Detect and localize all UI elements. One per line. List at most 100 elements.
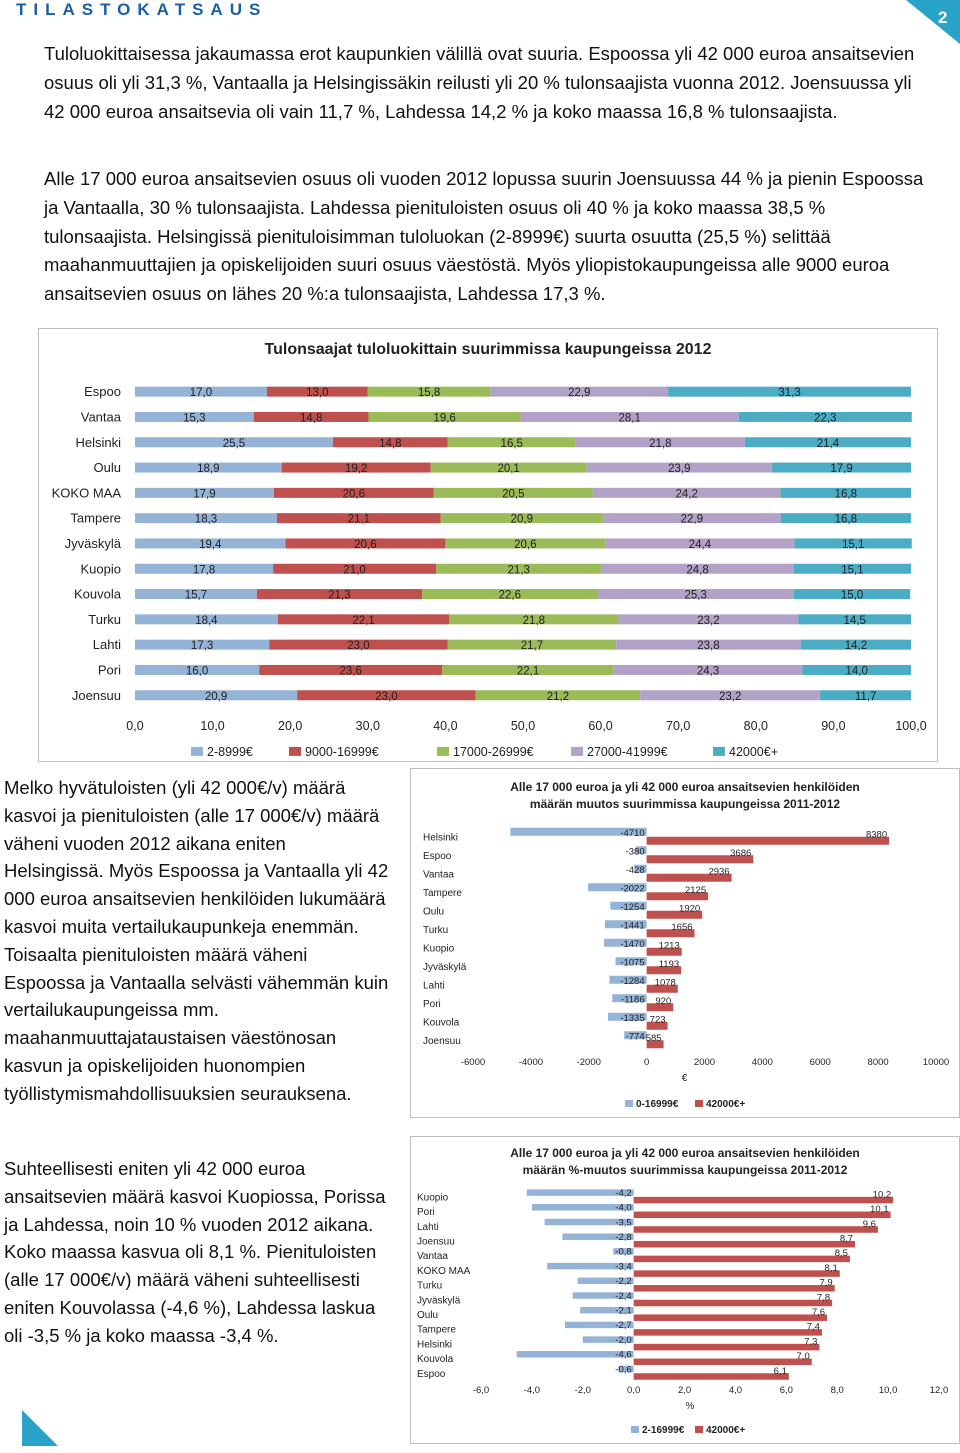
chart-data-label-negative: -1335	[620, 1013, 644, 1024]
chart1-bar-segment	[613, 664, 803, 675]
chart-data-label-negative: -380	[626, 846, 645, 857]
chart1-category-label: Vantaa	[81, 409, 122, 424]
chart1-data-label: 15,8	[418, 387, 440, 399]
chart-category-label: Turku	[417, 1281, 442, 1292]
chart1-bar-segment	[368, 411, 521, 422]
chart-bar-negative	[516, 1351, 634, 1358]
chart1-bar-segment	[135, 437, 333, 448]
page-number: 2	[938, 8, 948, 27]
chart1-bar-segment	[367, 386, 491, 397]
chart1-bar-segment	[135, 487, 274, 498]
chart-bar-negative	[613, 1248, 634, 1255]
chart-bar-negative	[604, 920, 647, 929]
chart1-bar-segment	[668, 386, 911, 397]
chart1-bar-segment	[135, 639, 270, 650]
chart1-data-label: 14,2	[845, 640, 867, 652]
chart1-bar-segment	[281, 462, 431, 473]
chart1-data-label: 24,2	[676, 488, 698, 500]
chart-x-axis-label: €	[682, 1073, 688, 1084]
chart1-data-label: 25,3	[684, 590, 706, 602]
chart1-data-label: 24,8	[686, 564, 708, 576]
chart1-category-label: Oulu	[94, 460, 121, 475]
chart-data-label-positive: 10,1	[870, 1204, 889, 1215]
chart-x-tick: 8000	[868, 1057, 889, 1068]
chart1-bar-segment	[433, 487, 593, 498]
chart1-data-label: 21,8	[649, 438, 671, 450]
chart1-data-label: 31,3	[778, 387, 800, 399]
corner-decoration	[22, 1410, 58, 1446]
chart1-data-label: 18,4	[195, 615, 218, 627]
chart1-data-label: 18,9	[197, 463, 219, 475]
chart-x-axis-label: %	[686, 1401, 695, 1412]
chart-bar-positive	[633, 1196, 894, 1204]
chart-x-tick: 10,0	[879, 1385, 898, 1396]
chart-data-label-negative: -0,6	[615, 1364, 631, 1375]
chart1-category-label: Jyväskylä	[65, 536, 122, 551]
chart-category-label: Lahti	[417, 1222, 439, 1233]
chart-data-label-negative: -2,4	[615, 1291, 631, 1302]
chart1-x-tick: 60,0	[588, 719, 612, 733]
chart-data-label-negative: -4,2	[615, 1188, 631, 1199]
chart1-x-tick: 30,0	[356, 719, 380, 733]
chart-data-label-positive: 7,4	[807, 1322, 820, 1333]
chart1-bar-segment	[601, 563, 794, 574]
chart-legend-swatch	[695, 1426, 703, 1433]
chart-category-label: Tampere	[417, 1325, 456, 1336]
chart1-legend-swatch	[191, 746, 203, 756]
chart-data-label-positive: 6,1	[774, 1366, 787, 1377]
chart1-data-label: 22,6	[499, 590, 521, 602]
chart1-bar-segment	[744, 437, 911, 448]
chart1-data-label: 23,8	[697, 640, 719, 652]
chart-category-label: KOKO MAA	[417, 1266, 471, 1277]
chart-x-tick: -2,0	[575, 1385, 591, 1396]
chart-x-tick: -6,0	[473, 1385, 489, 1396]
chart-legend-swatch	[695, 1100, 703, 1107]
chart-x-tick: 4,0	[729, 1385, 742, 1396]
chart1-data-label: 21,3	[328, 590, 350, 602]
chart-bar-negative	[610, 901, 647, 910]
chart-bar-negative	[607, 1012, 647, 1021]
chart-category-label: Kouvola	[417, 1354, 454, 1365]
chart1-data-label: 13,0	[306, 387, 328, 399]
chart-bar-negative	[526, 1189, 634, 1196]
chart1-title: Tulonsaajat tuloluokittain suurimmissa k…	[265, 341, 712, 358]
side-text-1: Melko hyvätuloisten (yli 42 000€/v) määr…	[4, 777, 389, 1104]
chart1-bar-segment	[135, 386, 267, 397]
chart-category-label: Kouvola	[423, 1017, 460, 1028]
chart1-data-label: 17,0	[190, 387, 212, 399]
chart1-data-label: 16,8	[835, 488, 857, 500]
chart1-bar-segment	[269, 639, 448, 650]
chart-x-tick: 0	[644, 1057, 649, 1068]
chart1-x-tick: 50,0	[511, 719, 535, 733]
chart1-data-label: 15,0	[841, 590, 863, 602]
chart1-bar-segment	[475, 690, 641, 701]
chart1-data-label: 15,3	[183, 412, 205, 424]
chart-bar-positive	[646, 1040, 664, 1049]
chart-data-label-negative: -2,7	[615, 1320, 631, 1331]
chart-data-label-negative: -4710	[620, 828, 644, 839]
chart-data-label-positive: 1656	[671, 922, 692, 933]
chart-bar-negative	[635, 846, 647, 855]
chart1-legend-label: 42000€+	[729, 745, 778, 759]
chart1-legend-swatch	[571, 746, 583, 756]
chart-category-label: Jyväskylä	[417, 1295, 461, 1306]
chart1-bar-segment	[135, 411, 254, 422]
chart-data-label-negative: -0,8	[615, 1247, 631, 1258]
chart1-x-tick: 40,0	[433, 719, 457, 733]
chart1-bar-segment	[273, 487, 434, 498]
chart-data-label-negative: -774	[626, 1031, 645, 1042]
chart1-data-label: 24,4	[689, 539, 712, 551]
chart1-category-label: Pori	[98, 662, 121, 677]
chart-category-label: Joensuu	[417, 1236, 455, 1247]
chart1-data-label: 22,1	[352, 615, 374, 627]
chart-bar-positive	[633, 1270, 840, 1277]
chart1-legend-swatch	[713, 746, 725, 756]
chart1-bar-segment	[820, 690, 911, 701]
chart1-x-tick: 90,0	[821, 719, 845, 733]
chart1-data-label: 16,8	[835, 514, 857, 526]
chart1-bar-segment	[490, 386, 669, 397]
chart1-bar-segment	[445, 538, 606, 549]
chart1-x-tick: 0,0	[126, 719, 143, 733]
chart1-data-label: 15,1	[841, 564, 863, 576]
chart1-data-label: 28,1	[619, 412, 641, 424]
